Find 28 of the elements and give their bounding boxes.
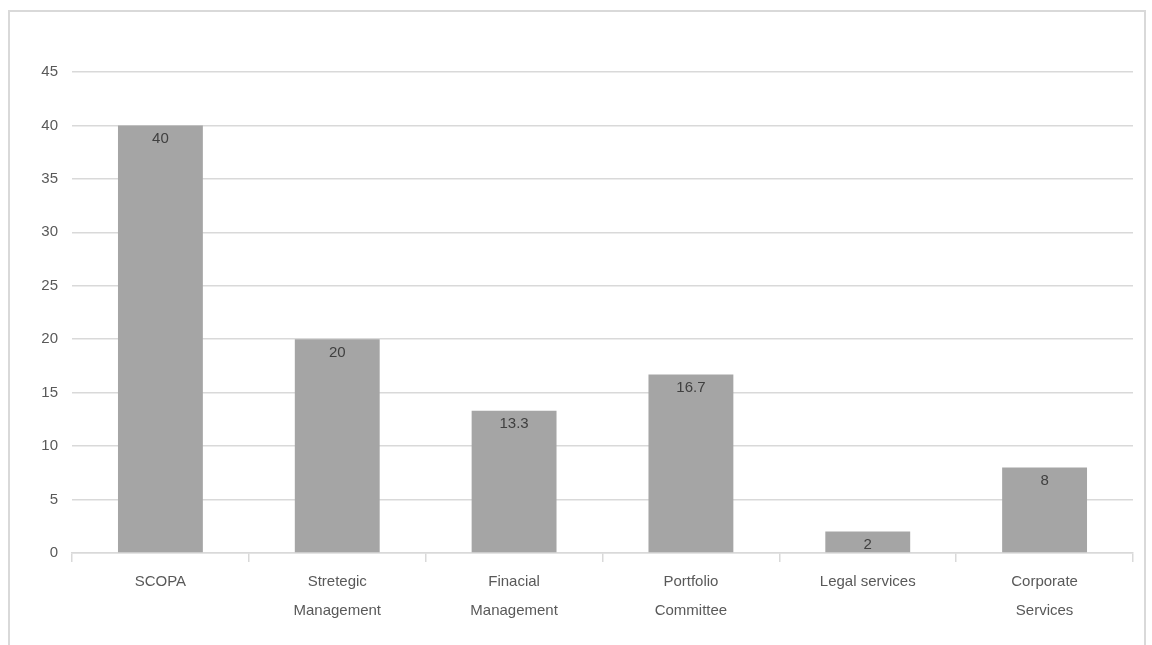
y-tick-label: 10 — [41, 436, 58, 454]
bar — [117, 125, 203, 553]
y-tick-label: 0 — [49, 543, 58, 561]
x-tick-label: Finacial Management — [470, 572, 559, 618]
y-tick-label: 40 — [41, 115, 58, 133]
data-label: 20 — [328, 342, 346, 360]
y-tick-label: 15 — [41, 382, 58, 400]
y-tick-label: 35 — [41, 169, 58, 187]
bar — [471, 410, 557, 553]
bar — [825, 531, 911, 553]
data-label: 2 — [863, 535, 872, 553]
data-label: 8 — [1040, 471, 1049, 489]
x-tick-label: Corporate Services — [1011, 572, 1078, 618]
data-label: 16.7 — [676, 378, 706, 396]
data-label: 40 — [152, 129, 169, 147]
bar — [648, 374, 734, 553]
x-tick-label: Portfolio Committee — [654, 572, 728, 618]
data-label: 13.3 — [499, 414, 529, 432]
bar — [294, 339, 380, 553]
y-tick-label: 5 — [49, 489, 58, 507]
y-tick-label: 20 — [41, 329, 58, 347]
x-tick-label: SCOPA — [134, 572, 187, 590]
y-tick-label: 45 — [41, 62, 58, 80]
y-tick-label: 25 — [41, 275, 58, 293]
bar — [1002, 467, 1088, 553]
x-tick-label: Stretegic Management — [293, 572, 382, 618]
x-tick-label: Legal services — [819, 572, 916, 590]
y-tick-label: 30 — [41, 222, 58, 240]
